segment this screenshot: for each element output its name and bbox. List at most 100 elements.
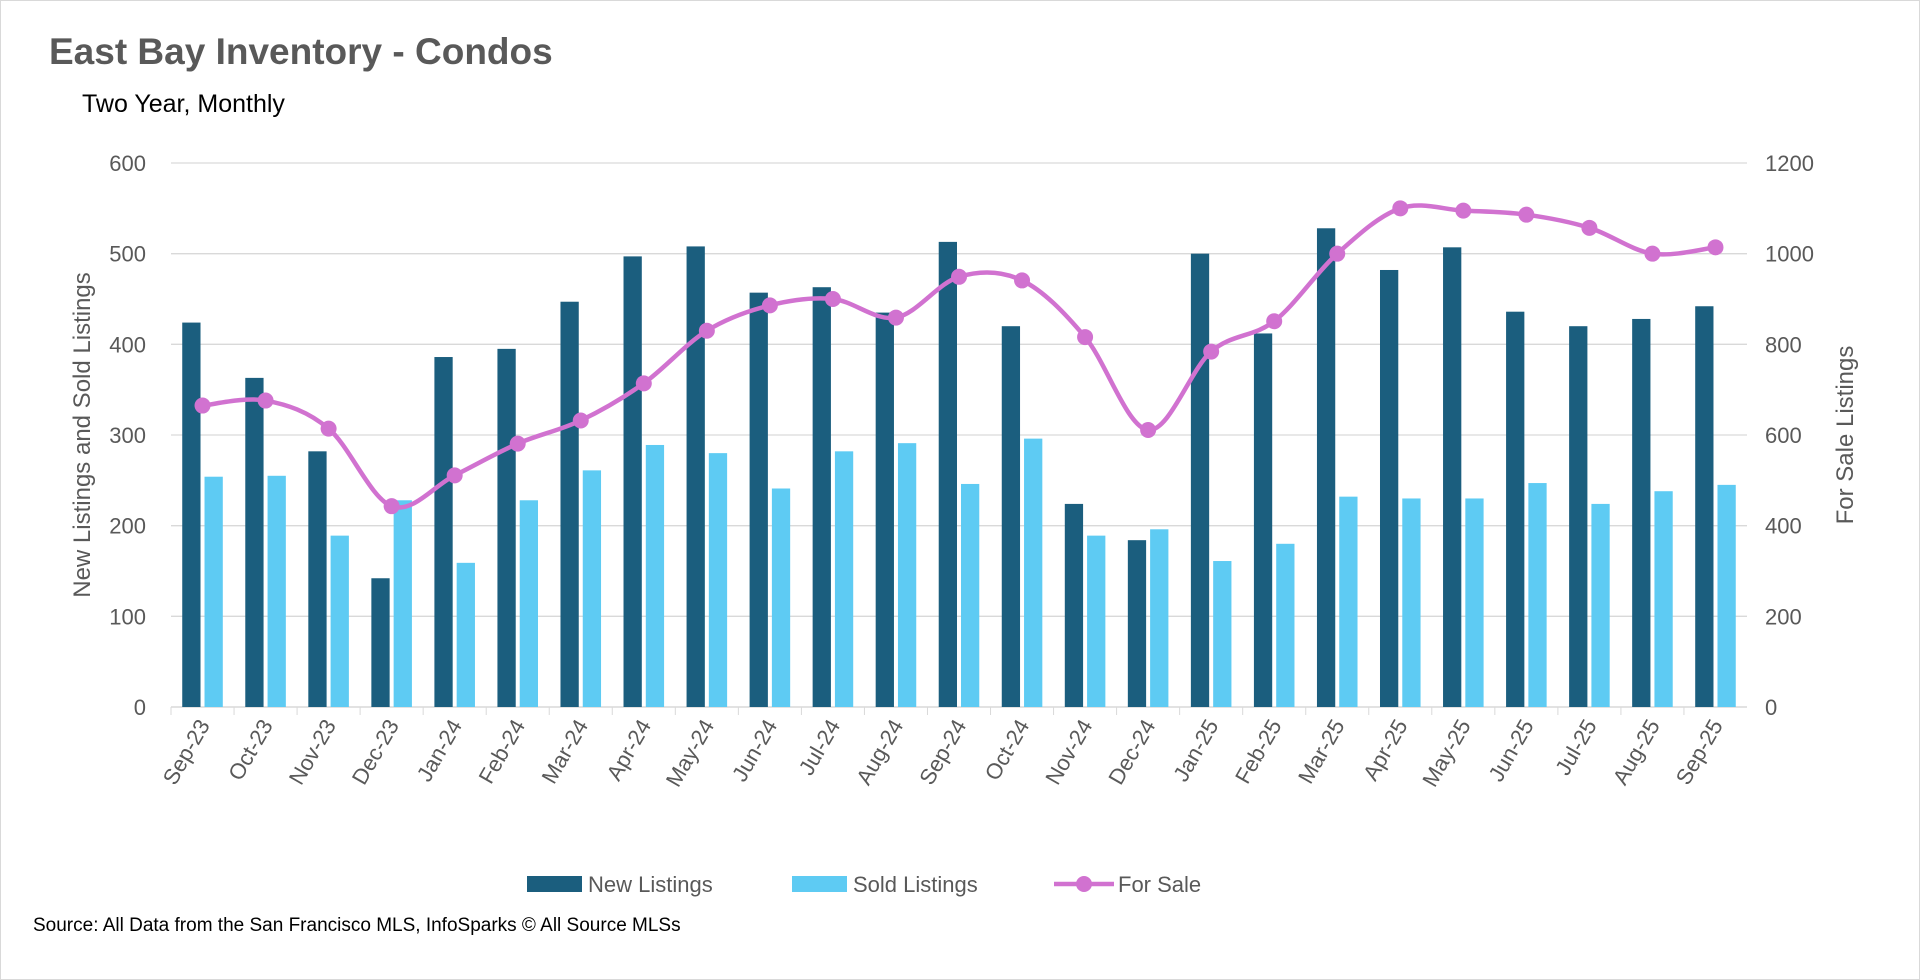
chart-subtitle: Two Year, Monthly: [82, 90, 285, 118]
bar-new-listings: [245, 377, 264, 707]
point-for-sale: [1644, 245, 1661, 262]
bar-sold-listings: [582, 470, 602, 707]
x-tick-label: Jul-25: [1550, 715, 1602, 779]
bar-sold-listings: [1717, 484, 1736, 707]
x-tick-label: Apr-24: [601, 715, 656, 785]
y-axis-label: New Listings and Sold Listings: [69, 272, 96, 598]
x-tick-label: Mar-25: [1293, 715, 1349, 788]
bar-new-listings: [497, 348, 516, 707]
bar-sold-listings: [897, 443, 917, 707]
y-tick-label: 100: [109, 604, 146, 629]
point-for-sale: [824, 291, 841, 307]
x-tick-label: Oct-23: [223, 715, 278, 785]
point-for-sale: [1203, 343, 1220, 360]
bar-new-listings: [1443, 247, 1462, 707]
x-tick-label: Jun-25: [1483, 715, 1538, 786]
bar-new-listings: [1569, 326, 1588, 707]
x-tick-label: May-25: [1417, 715, 1475, 791]
legend-item-sold-listings: Sold Listings: [792, 872, 978, 897]
bar-new-listings: [1190, 253, 1210, 707]
point-for-sale: [1014, 272, 1031, 289]
legend-item-for-sale: For Sale: [1054, 872, 1201, 897]
bar-new-listings: [1001, 326, 1021, 707]
bar-sold-listings: [456, 562, 475, 707]
bar-sold-listings: [1150, 529, 1169, 707]
x-tick-label: Jul-24: [794, 715, 846, 779]
y2-tick-label: 1200: [1765, 151, 1814, 176]
point-for-sale: [635, 375, 652, 392]
y2-tick-label: 0: [1765, 695, 1777, 720]
line-for-sale: [202, 203, 1716, 510]
x-tick-label: Feb-25: [1230, 715, 1287, 788]
bar-sold-listings: [1339, 496, 1358, 707]
x-tick-label: Aug-24: [851, 715, 908, 789]
legend-label: For Sale: [1118, 872, 1201, 897]
x-tick-label: Feb-24: [474, 715, 531, 788]
point-for-sale: [1518, 206, 1535, 223]
x-tick-label: Nov-24: [1040, 715, 1097, 789]
x-tick-label: Sep-25: [1671, 715, 1728, 789]
bar-new-listings: [812, 287, 831, 707]
legend-swatch: [792, 876, 847, 892]
bar-new-listings: [875, 312, 894, 707]
x-tick-label: Aug-25: [1608, 715, 1665, 789]
point-for-sale: [446, 467, 463, 484]
x-tick-label: Oct-24: [980, 715, 1035, 785]
y2-tick-label: 1000: [1765, 242, 1814, 267]
y2-tick-label: 400: [1765, 514, 1802, 539]
point-for-sale: [1077, 329, 1094, 346]
point-for-sale: [194, 397, 211, 414]
bar-new-listings: [1506, 311, 1525, 707]
point-for-sale: [1329, 245, 1346, 262]
bar-new-listings: [686, 246, 705, 707]
x-tick-label: May-24: [661, 715, 719, 791]
point-for-sale: [1707, 239, 1724, 256]
x-tick-label: Dec-23: [347, 715, 404, 789]
x-tick-label: Apr-25: [1358, 715, 1413, 785]
bar-new-listings: [434, 357, 453, 707]
source-note: Source: All Data from the San Francisco …: [33, 915, 681, 936]
y-tick-label: 500: [109, 242, 146, 267]
legend-marker: [1076, 876, 1092, 892]
bar-sold-listings: [1402, 498, 1421, 707]
bar-sold-listings: [645, 444, 665, 707]
x-tick-label: Dec-24: [1103, 715, 1160, 789]
bar-sold-listings: [330, 535, 349, 707]
bar-sold-listings: [1528, 483, 1547, 707]
bar-new-listings: [1379, 269, 1399, 707]
bar-sold-listings: [1591, 503, 1610, 707]
point-for-sale: [1455, 202, 1472, 219]
y-tick-label: 600: [109, 151, 146, 176]
point-for-sale: [1266, 313, 1283, 330]
bar-sold-listings: [1276, 543, 1295, 707]
point-for-sale: [1581, 219, 1598, 236]
x-tick-label: Jan-24: [412, 715, 467, 786]
legend-item-new-listings: New Listings: [527, 872, 713, 897]
bar-new-listings: [623, 256, 642, 707]
point-for-sale: [951, 268, 967, 285]
legend-swatch: [527, 876, 582, 892]
bar-new-listings: [1253, 333, 1273, 707]
bar-new-listings: [749, 292, 768, 707]
bar-sold-listings: [834, 451, 854, 707]
bar-sold-listings: [1213, 561, 1232, 707]
bar-sold-listings: [771, 488, 791, 707]
bar-new-listings: [1632, 318, 1651, 707]
point-for-sale: [572, 412, 589, 429]
x-tick-label: Sep-23: [158, 715, 215, 789]
y2-tick-label: 200: [1765, 604, 1802, 629]
bar-new-listings: [1316, 228, 1336, 707]
bar-new-listings: [1695, 306, 1714, 707]
y-tick-label: 400: [109, 332, 146, 357]
x-tick-label: Nov-23: [284, 715, 341, 789]
bar-sold-listings: [204, 476, 223, 707]
x-tick-label: Jun-24: [727, 715, 782, 786]
y-tick-label: 0: [134, 695, 146, 720]
x-tick-label: Jan-25: [1168, 715, 1223, 786]
bar-sold-listings: [267, 475, 286, 707]
bar-new-listings: [560, 301, 579, 707]
point-for-sale: [887, 309, 904, 326]
x-tick-label: Mar-24: [537, 715, 593, 788]
x-tick-label: Sep-24: [914, 715, 971, 789]
